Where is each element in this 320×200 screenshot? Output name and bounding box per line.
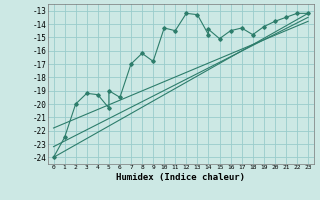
X-axis label: Humidex (Indice chaleur): Humidex (Indice chaleur) <box>116 173 245 182</box>
